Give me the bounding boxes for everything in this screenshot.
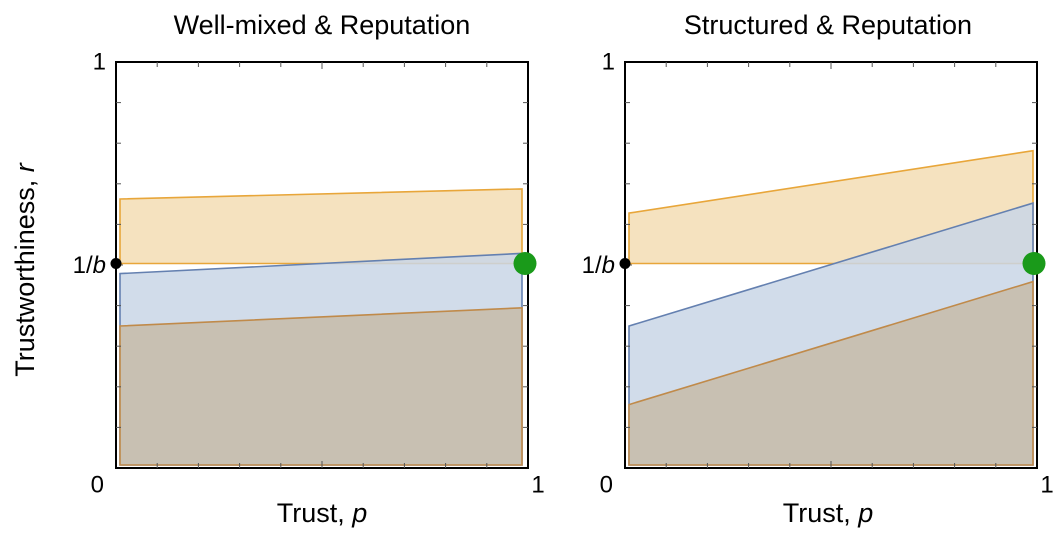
chart-1-y-tick-1: 1 <box>93 49 106 76</box>
chart-1-minor-ticks <box>116 62 528 468</box>
y-axis-label: Trustworthiness, r <box>10 162 40 377</box>
chart-1-marker-green <box>513 252 537 275</box>
chart-2-y-tick-1-over-b: 1/b <box>582 252 615 279</box>
chart-panel-1: Well-mixed & Reputation 1 1/b 0 1 Trust,… <box>73 10 545 528</box>
chart-2-x-tick-1: 1 <box>1040 472 1053 499</box>
chart-1-y-tick-1-over-b: 1/b <box>73 252 106 279</box>
chart-2-region-brown <box>628 280 1034 466</box>
chart-2-areas <box>628 149 1034 466</box>
chart-1-y-tick-0: 0 <box>91 472 104 499</box>
chart-panel-2: Structured & Reputation 1 1/b 0 1 Trust,… <box>582 10 1054 528</box>
chart-2-marker-green <box>1022 252 1046 275</box>
chart-1-marker-black <box>110 258 122 269</box>
chart-2-title: Structured & Reputation <box>684 10 972 40</box>
chart-2-y-tick-0: 0 <box>600 472 613 499</box>
chart-1-region-orange <box>119 188 523 265</box>
chart-2-marker-black <box>619 258 631 269</box>
chart-1-areas <box>119 188 523 466</box>
chart-1-x-tick-1: 1 <box>531 472 544 499</box>
chart-2-y-tick-1: 1 <box>602 49 615 76</box>
chart-1-title: Well-mixed & Reputation <box>174 10 471 40</box>
chart-1-x-axis-label: Trust, p <box>277 498 368 528</box>
chart-1-region-brown <box>119 306 523 466</box>
chart-2-x-axis-label: Trust, p <box>783 498 874 528</box>
